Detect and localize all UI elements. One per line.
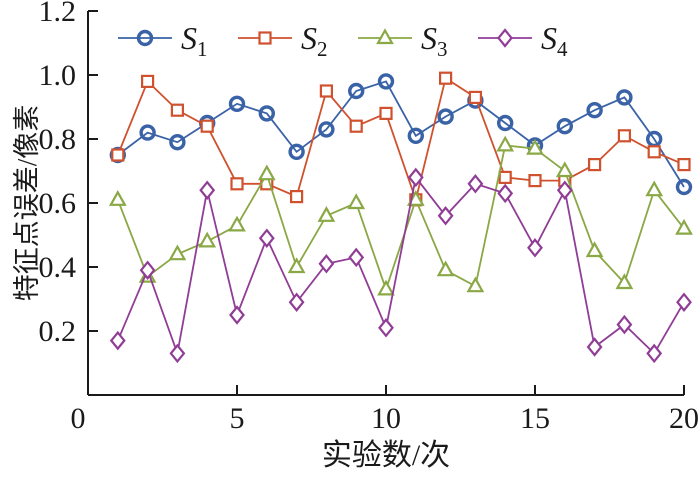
legend-label-S2: S2 bbox=[301, 20, 328, 61]
legend-label-S4: S4 bbox=[541, 20, 568, 61]
x-axis-title: 实验数/次 bbox=[322, 439, 450, 472]
y-tick-label: 0.4 bbox=[39, 251, 77, 284]
series-S1-marker bbox=[288, 143, 305, 161]
legend-marker-S1 bbox=[136, 29, 154, 47]
series-S1-marker bbox=[228, 95, 246, 113]
series-S4-marker bbox=[288, 292, 305, 312]
series-S3-marker bbox=[496, 135, 515, 152]
series-S2-line bbox=[116, 76, 685, 203]
series-S4-marker bbox=[467, 174, 484, 194]
series-S2-marker bbox=[498, 170, 512, 184]
y-tick-label: 1.2 bbox=[39, 0, 77, 28]
y-tick-label: 0.6 bbox=[39, 187, 77, 220]
series-S1-marker bbox=[258, 105, 275, 122]
series-S3-marker bbox=[436, 260, 455, 277]
series-S2-marker bbox=[439, 71, 453, 85]
series-S2-marker bbox=[617, 129, 632, 143]
series-S3-marker bbox=[645, 180, 664, 197]
legend-marker-S3 bbox=[376, 28, 394, 45]
series-S1-marker bbox=[616, 89, 633, 106]
series-S4-marker bbox=[139, 260, 156, 280]
series-S1-marker bbox=[348, 82, 365, 100]
series-S3-marker bbox=[585, 241, 604, 258]
series-S4-marker bbox=[258, 228, 275, 248]
series-S4-marker bbox=[556, 180, 573, 200]
series-S4-marker bbox=[616, 314, 633, 335]
series-S1-marker bbox=[318, 121, 335, 138]
series-S4-marker bbox=[646, 343, 663, 364]
series-S2-marker bbox=[468, 90, 482, 105]
series-S2-marker bbox=[349, 119, 363, 133]
series-S3-marker bbox=[108, 190, 127, 206]
series-S1-marker bbox=[407, 127, 424, 145]
series-S4-marker bbox=[318, 254, 335, 274]
series-S3-marker bbox=[317, 206, 336, 222]
series-S4-marker bbox=[527, 238, 543, 258]
x-tick-label: 10 bbox=[371, 402, 401, 435]
series-S3-marker bbox=[287, 257, 306, 274]
series-S1-marker bbox=[377, 73, 395, 90]
series-S2-marker bbox=[528, 174, 542, 188]
series-S3-marker bbox=[257, 164, 276, 181]
x-tick-label: 15 bbox=[520, 402, 550, 435]
series-S4-marker bbox=[437, 206, 454, 226]
series-S4-marker bbox=[378, 318, 394, 338]
series-S4-marker bbox=[229, 305, 245, 325]
series-S4-marker bbox=[109, 330, 126, 351]
series-S4-marker bbox=[586, 337, 603, 357]
legend-label-S1: S1 bbox=[181, 20, 208, 61]
series-S3-marker bbox=[347, 193, 366, 210]
series-S2-marker bbox=[319, 84, 333, 98]
series-S2-marker bbox=[200, 119, 214, 133]
series-S3-marker bbox=[377, 279, 395, 296]
x-tick-label: 5 bbox=[230, 402, 245, 435]
series-S1-marker bbox=[139, 124, 156, 141]
series-S2-marker bbox=[290, 190, 304, 204]
series-S4-line bbox=[116, 175, 685, 357]
series-S3-marker bbox=[615, 273, 634, 290]
x-tick-label: 20 bbox=[669, 402, 699, 435]
series-S3-marker bbox=[675, 218, 693, 235]
series-S2-marker bbox=[170, 103, 184, 117]
series-S4-marker bbox=[497, 183, 514, 204]
series-S3-line bbox=[116, 144, 685, 293]
x-tick-label: 0 bbox=[71, 402, 86, 435]
series-S4-marker bbox=[676, 292, 692, 312]
series-S2-marker bbox=[141, 74, 155, 89]
series-S3-marker bbox=[168, 244, 187, 261]
series-S3-marker bbox=[526, 138, 544, 155]
series-S4-marker bbox=[199, 180, 216, 200]
series-S1-marker bbox=[437, 108, 454, 125]
series-S4-marker bbox=[407, 167, 424, 188]
series-S1-marker bbox=[497, 114, 514, 132]
series-S3-marker bbox=[228, 215, 246, 232]
series-S2-marker bbox=[647, 145, 661, 159]
series-S2-marker bbox=[230, 177, 244, 191]
y-tick-label: 1.0 bbox=[39, 59, 77, 92]
legend-marker-S2 bbox=[258, 31, 272, 45]
series-S2-marker bbox=[379, 106, 393, 121]
series-S1-marker bbox=[586, 101, 603, 119]
y-tick-label: 0.8 bbox=[39, 123, 77, 156]
series-S2-marker bbox=[111, 148, 125, 162]
y-tick-label: 0.2 bbox=[39, 315, 77, 348]
series-S1-marker bbox=[556, 117, 573, 135]
series-S3-marker bbox=[198, 231, 217, 248]
series-S4-marker bbox=[348, 247, 365, 268]
series-S1-marker bbox=[169, 133, 186, 151]
series-S3-marker bbox=[555, 161, 574, 178]
series-S4-marker bbox=[169, 343, 186, 364]
series-S2-marker bbox=[677, 158, 691, 172]
series-S2-marker bbox=[587, 158, 602, 172]
legend-marker-S4 bbox=[497, 28, 513, 48]
y-axis-title: 特征点误差/像素 bbox=[12, 105, 42, 302]
series-S1-marker bbox=[675, 178, 693, 196]
legend-label-S3: S3 bbox=[421, 20, 448, 61]
series-S3-marker bbox=[466, 276, 485, 293]
